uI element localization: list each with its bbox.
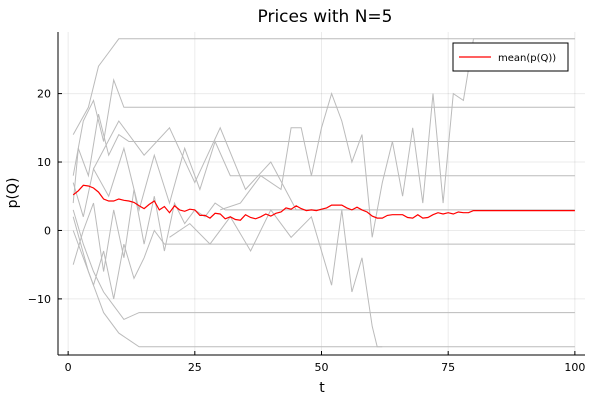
price-path-line: [72, 38, 575, 135]
x-tick-label: 0: [65, 361, 72, 374]
x-tick-label: 25: [188, 361, 202, 374]
y-ticks: −10 0 10 20: [28, 88, 62, 306]
price-path-line: [220, 38, 575, 238]
y-tick-label: −10: [28, 293, 51, 306]
y-tick-label: 0: [44, 224, 51, 237]
y-tick-label: 20: [37, 88, 51, 101]
x-ticks: 0 25 50 75 100: [65, 351, 585, 374]
chart-title: Prices with N=5: [258, 7, 393, 27]
price-path-line: [169, 208, 383, 348]
legend: mean(p(Q)): [452, 42, 569, 72]
price-path-line: [72, 189, 575, 272]
price-path-line: [72, 113, 575, 204]
x-axis-label: t: [319, 380, 325, 396]
price-path-line: [72, 229, 575, 300]
price-path-line: [72, 77, 575, 176]
price-paths: [72, 38, 575, 348]
x-tick-label: 100: [564, 361, 585, 374]
grid: [58, 32, 585, 355]
price-path-line: [93, 120, 322, 211]
y-axis-label: p(Q): [5, 178, 21, 209]
price-path-line: [72, 216, 575, 348]
legend-label-mean: mean(p(Q)): [498, 53, 556, 64]
y-tick-label: 10: [37, 156, 51, 169]
price-path-line: [72, 209, 575, 321]
mean-series: [72, 184, 575, 221]
x-tick-label: 50: [315, 361, 329, 374]
mean-series-line: [72, 184, 575, 221]
x-tick-label: 75: [441, 361, 455, 374]
